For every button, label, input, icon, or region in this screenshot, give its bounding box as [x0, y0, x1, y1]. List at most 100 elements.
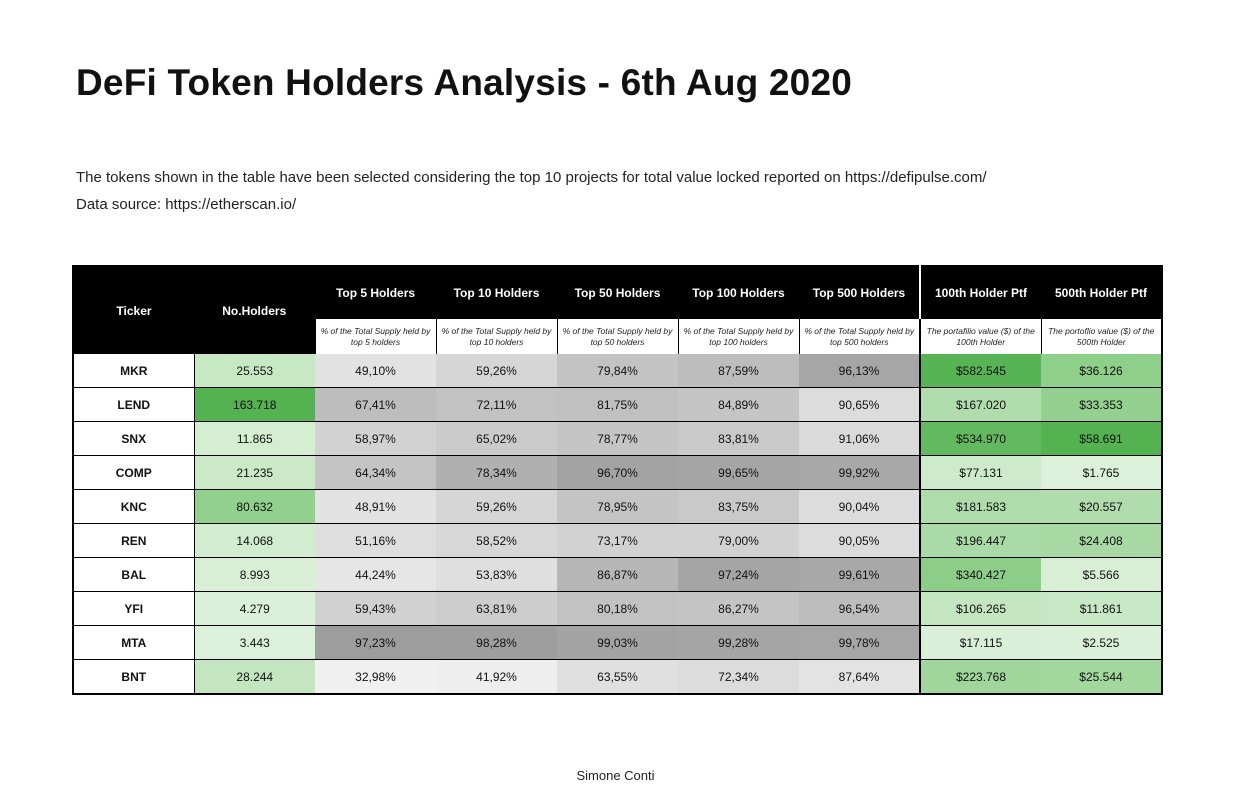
cell-top50: 80,18% — [557, 591, 678, 626]
cell-ticker: BNT — [73, 659, 195, 695]
header-top500: Top 500 Holders — [799, 266, 920, 319]
table-row: REN 14.068 51,16% 58,52% 73,17% 79,00% 90,05% $… — [73, 523, 1162, 558]
cell-top500: 96,13% — [799, 354, 920, 388]
table-row: BAL 8.993 44,24% 53,83% 86,87% 97,24% 99,61% $3… — [73, 557, 1162, 592]
cell-ptf100: $196.447 — [919, 523, 1041, 558]
cell-top100: 83,81% — [678, 421, 799, 456]
cell-top500: 99,78% — [799, 625, 920, 660]
cell-top5: 48,91% — [315, 489, 436, 524]
cell-top500: 90,65% — [799, 387, 920, 422]
cell-ticker: LEND — [73, 387, 195, 422]
cell-top500: 99,92% — [799, 455, 920, 490]
cell-top500: 99,61% — [799, 557, 920, 592]
cell-ptf500: $11.861 — [1041, 591, 1162, 626]
cell-top10: 98,28% — [436, 625, 557, 660]
cell-top10: 59,26% — [436, 354, 557, 388]
cell-holders: 25.553 — [194, 354, 315, 388]
cell-top5: 67,41% — [315, 387, 436, 422]
table-row: LEND 163.718 67,41% 72,11% 81,75% 84,89% 90,65… — [73, 387, 1162, 422]
cell-top100: 99,65% — [678, 455, 799, 490]
table-row: MTA 3.443 97,23% 98,28% 99,03% 99,28% 99,78% $1… — [73, 625, 1162, 660]
cell-ptf100: $17.115 — [919, 625, 1041, 660]
subheader-top50: % of the Total Supply held by top 50 hol… — [556, 318, 678, 354]
header-top10: Top 10 Holders — [436, 266, 557, 319]
cell-top50: 81,75% — [557, 387, 678, 422]
cell-holders: 21.235 — [194, 455, 315, 490]
cell-top10: 58,52% — [436, 523, 557, 558]
table-row: COMP 21.235 64,34% 78,34% 96,70% 99,65% 99,92%… — [73, 455, 1162, 490]
cell-ticker: COMP — [73, 455, 195, 490]
cell-top500: 87,64% — [799, 659, 920, 695]
cell-ticker: REN — [73, 523, 195, 558]
cell-ticker: MKR — [73, 354, 195, 388]
cell-top10: 41,92% — [436, 659, 557, 695]
description-line-1: The tokens shown in the table have been … — [76, 169, 987, 186]
header-holders: No.Holders — [194, 266, 315, 354]
header-ptf500: 500th Holder Ptf — [1041, 266, 1162, 319]
page-title: DeFi Token Holders Analysis - 6th Aug 20… — [76, 62, 853, 103]
cell-top50: 86,87% — [557, 557, 678, 592]
table-row: KNC 80.632 48,91% 59,26% 78,95% 83,75% 90,04% $… — [73, 489, 1162, 524]
cell-ptf500: $25.544 — [1041, 659, 1162, 695]
description: The tokens shown in the table have been … — [76, 164, 987, 218]
cell-top10: 78,34% — [436, 455, 557, 490]
cell-top5: 97,23% — [315, 625, 436, 660]
cell-ptf100: $167.020 — [919, 387, 1041, 422]
table-row: BNT 28.244 32,98% 41,92% 63,55% 72,34% 87,64% $… — [73, 659, 1162, 695]
subheader-top500: % of the Total Supply held by top 500 ho… — [798, 318, 920, 354]
cell-ticker: KNC — [73, 489, 195, 524]
description-line-2: Data source: https://etherscan.io/ — [76, 196, 297, 213]
cell-top100: 83,75% — [678, 489, 799, 524]
cell-top5: 49,10% — [315, 354, 436, 388]
cell-top10: 65,02% — [436, 421, 557, 456]
cell-ticker: SNX — [73, 421, 195, 456]
cell-ticker: YFI — [73, 591, 195, 626]
cell-top100: 99,28% — [678, 625, 799, 660]
header-top50: Top 50 Holders — [557, 266, 678, 319]
subheader-top5: % of the Total Supply held by top 5 hold… — [314, 318, 436, 354]
table-row: MKR 25.553 49,10% 59,26% 79,84% 87,59% 96,13% $… — [73, 354, 1162, 388]
cell-ptf100: $340.427 — [919, 557, 1041, 592]
cell-top500: 91,06% — [799, 421, 920, 456]
cell-top50: 63,55% — [557, 659, 678, 695]
cell-top10: 53,83% — [436, 557, 557, 592]
cell-ptf500: $33.353 — [1041, 387, 1162, 422]
subheader-row: % of the Total Supply held by top 5 hold… — [73, 318, 1162, 354]
cell-ptf100: $77.131 — [919, 455, 1041, 490]
table-row: SNX 11.865 58,97% 65,02% 78,77% 83,81% 91,06% $… — [73, 421, 1162, 456]
subheader-top10: % of the Total Supply held by top 10 hol… — [435, 318, 557, 354]
cell-top100: 87,59% — [678, 354, 799, 388]
cell-top5: 44,24% — [315, 557, 436, 592]
cell-top50: 79,84% — [557, 354, 678, 388]
cell-top100: 79,00% — [678, 523, 799, 558]
cell-ptf100: $534.970 — [919, 421, 1041, 456]
cell-ptf500: $58.691 — [1041, 421, 1162, 456]
cell-top500: 96,54% — [799, 591, 920, 626]
cell-top100: 97,24% — [678, 557, 799, 592]
subheader-ptf100: The portafilio value ($) of the 100th Ho… — [919, 318, 1041, 354]
author-credit: Simone Conti — [0, 768, 1233, 783]
author-name: Simone Conti — [576, 768, 655, 783]
header-row: Ticker No.Holders Top 5 Holders Top 10 H… — [73, 266, 1162, 354]
cell-top50: 99,03% — [557, 625, 678, 660]
cell-top100: 84,89% — [678, 387, 799, 422]
cell-top10: 72,11% — [436, 387, 557, 422]
cell-top5: 32,98% — [315, 659, 436, 695]
cell-ptf100: $106.265 — [919, 591, 1041, 626]
cell-holders: 14.068 — [194, 523, 315, 558]
cell-ptf500: $36.126 — [1041, 354, 1162, 388]
cell-top100: 72,34% — [678, 659, 799, 695]
cell-top10: 63,81% — [436, 591, 557, 626]
cell-holders: 3.443 — [194, 625, 315, 660]
cell-top5: 51,16% — [315, 523, 436, 558]
cell-holders: 163.718 — [194, 387, 315, 422]
cell-ptf500: $20.557 — [1041, 489, 1162, 524]
table-body: MKR 25.553 49,10% 59,26% 79,84% 87,59% 96,13% $… — [73, 354, 1162, 695]
cell-top100: 86,27% — [678, 591, 799, 626]
header-top100: Top 100 Holders — [678, 266, 799, 319]
cell-ptf500: $24.408 — [1041, 523, 1162, 558]
cell-holders: 11.865 — [194, 421, 315, 456]
cell-ptf100: $223.768 — [919, 659, 1041, 695]
header-top5: Top 5 Holders — [315, 266, 436, 319]
cell-top50: 96,70% — [557, 455, 678, 490]
